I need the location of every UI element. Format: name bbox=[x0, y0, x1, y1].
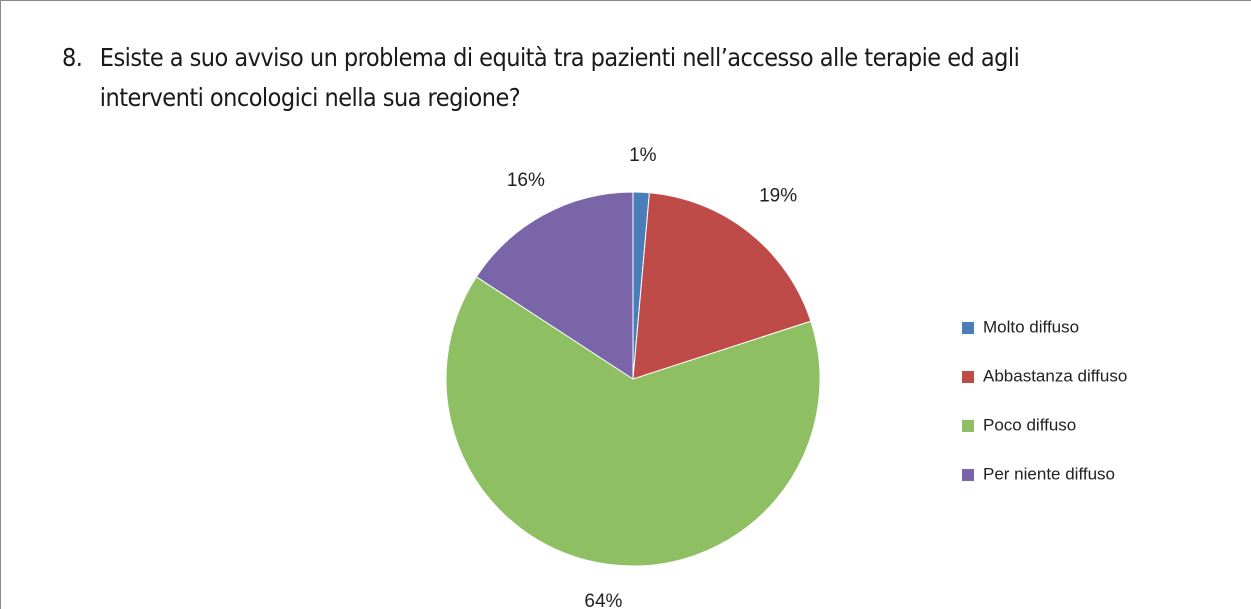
legend-label: Per niente diffuso bbox=[983, 464, 1115, 483]
question-line-2: interventi oncologici nella sua regione? bbox=[99, 83, 521, 112]
legend-item-poco-diffuso: Poco diffuso bbox=[962, 415, 1076, 434]
legend-swatch bbox=[962, 371, 974, 383]
pie-data-labels: 1% 19% 64% 16% bbox=[507, 145, 797, 609]
data-label-abbastanza-diffuso: 19% bbox=[759, 186, 797, 207]
legend-item-abbastanza-diffuso: Abbastanza diffuso bbox=[962, 366, 1127, 385]
data-label-poco-diffuso: 64% bbox=[584, 591, 622, 609]
legend-swatch bbox=[962, 420, 974, 432]
legend-item-molto-diffuso: Molto diffuso bbox=[962, 317, 1079, 336]
legend-label: Molto diffuso bbox=[983, 317, 1079, 336]
question-text: 8. Esiste a suo avviso un problema di equ… bbox=[62, 38, 1106, 118]
legend: Molto diffuso Abbastanza diffuso Poco diff… bbox=[962, 317, 1127, 483]
legend-label: Abbastanza diffuso bbox=[983, 366, 1127, 385]
legend-label: Poco diffuso bbox=[983, 415, 1076, 434]
question-line-1: Esiste a suo avviso un problema di equit… bbox=[99, 43, 1020, 72]
legend-swatch bbox=[962, 469, 974, 481]
pie-slice-per-niente-diffuso bbox=[475, 191, 634, 380]
question-number: 8. bbox=[62, 43, 83, 72]
pie-slice-abbastanza-diffuso bbox=[632, 192, 812, 380]
pie-slices bbox=[445, 191, 821, 567]
data-label-per-niente-diffuso: 16% bbox=[507, 170, 545, 191]
data-label-molto-diffuso: 1% bbox=[629, 145, 657, 166]
legend-swatch bbox=[962, 322, 974, 334]
pie-slice-poco-diffuso bbox=[445, 276, 821, 567]
legend-item-per-niente-diffuso: Per niente diffuso bbox=[962, 464, 1115, 483]
